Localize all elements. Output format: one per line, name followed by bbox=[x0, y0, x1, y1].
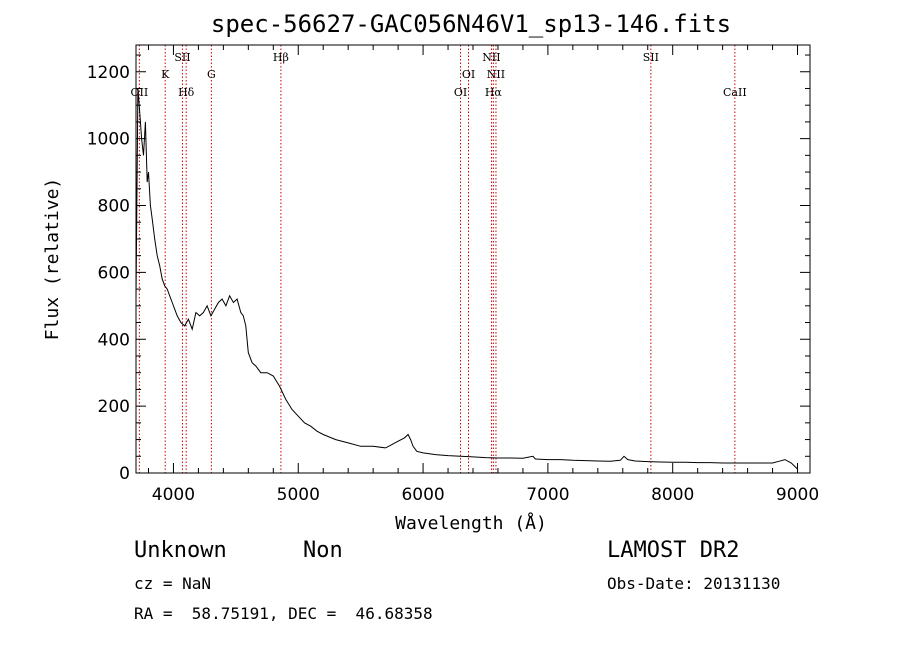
ra-dec-coordinates: RA = 58.75191, DEC = 46.68358 bbox=[134, 604, 433, 623]
line-label-Hβ: Hβ bbox=[273, 51, 289, 64]
y-tick-label: 800 bbox=[98, 197, 130, 217]
y-tick-label: 400 bbox=[98, 330, 130, 350]
subclass-label: Non bbox=[303, 538, 343, 563]
emission-line-labels: OII K SII Hδ G Hβ OI OI NII Hα NII SII CaII bbox=[131, 51, 747, 99]
x-tick-label: 5000 bbox=[277, 485, 320, 505]
line-label-CaII: CaII bbox=[723, 86, 747, 99]
x-tick-label: 7000 bbox=[526, 485, 569, 505]
x-tick-label: 9000 bbox=[776, 485, 819, 505]
y-axis-ticks: 0 200 400 600 800 1000 1200 bbox=[87, 54, 810, 484]
x-axis-label: Wavelength (Å) bbox=[395, 512, 547, 534]
class-label: Unknown bbox=[134, 538, 227, 563]
y-tick-label: 1200 bbox=[87, 63, 130, 83]
y-tick-label: 600 bbox=[98, 263, 130, 283]
x-tick-label: 4000 bbox=[152, 485, 195, 505]
y-tick-label: 200 bbox=[98, 397, 130, 417]
line-label-Hα: Hα bbox=[485, 86, 503, 99]
line-label-SII: SII bbox=[174, 51, 190, 64]
line-label-G: G bbox=[207, 68, 216, 81]
spectrum-series-line bbox=[135, 88, 798, 470]
observation-date: Obs-Date: 20131130 bbox=[607, 574, 781, 593]
chart-title: spec-56627-GAC056N46V1_sp13-146.fits bbox=[211, 10, 731, 38]
x-tick-label: 8000 bbox=[651, 485, 694, 505]
line-label-Hδ: Hδ bbox=[178, 86, 195, 99]
redshift-cz: cz = NaN bbox=[134, 574, 212, 593]
line-label-OI: OI bbox=[462, 68, 475, 81]
line-label-NII: NII bbox=[482, 51, 500, 64]
emission-line-markers bbox=[138, 45, 736, 473]
line-label-NII: NII bbox=[487, 68, 505, 81]
x-axis-ticks: 4000 5000 6000 7000 8000 9000 bbox=[147, 45, 819, 505]
survey-label: LAMOST DR2 bbox=[607, 538, 740, 563]
y-tick-label: 0 bbox=[119, 464, 130, 484]
line-label-OII: OII bbox=[131, 86, 149, 99]
x-tick-label: 6000 bbox=[401, 485, 444, 505]
y-tick-label: 1000 bbox=[87, 130, 130, 150]
y-axis-label: Flux (relative) bbox=[42, 178, 63, 341]
line-label-SII: SII bbox=[643, 51, 659, 64]
line-label-K: K bbox=[161, 68, 170, 81]
plot-frame bbox=[135, 44, 811, 474]
line-label-OI: OI bbox=[454, 86, 467, 99]
